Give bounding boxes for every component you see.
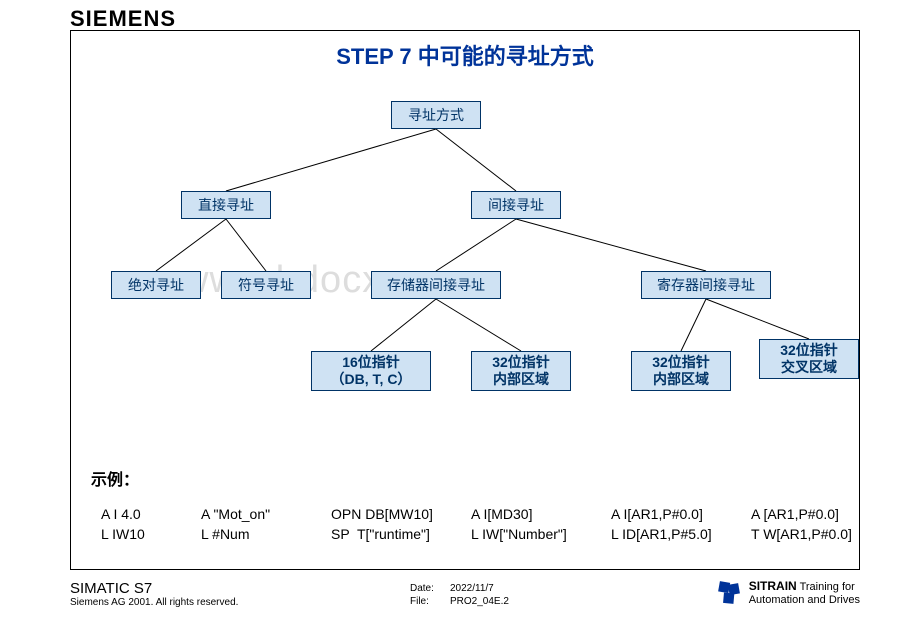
- footer-date-value: 2022/11/7: [450, 583, 494, 594]
- sitrain-logo-icon: [717, 580, 743, 606]
- example-cell: A [AR1,P#0.0]: [751, 506, 839, 522]
- node-p32c: 32位指针交叉区域: [759, 339, 859, 379]
- node-direct: 直接寻址: [181, 191, 271, 219]
- node-mem: 存储器间接寻址: [371, 271, 501, 299]
- brand-logo-text: SIEMENS: [70, 6, 176, 32]
- slide-title: STEP 7 中可能的寻址方式: [71, 39, 859, 71]
- footer-product: SIMATIC S7: [70, 580, 238, 597]
- node-abs: 绝对寻址: [111, 271, 201, 299]
- node-p32b: 32位指针内部区域: [631, 351, 731, 391]
- example-cell: L #Num: [201, 526, 250, 542]
- example-cell: L ID[AR1,P#5.0]: [611, 526, 712, 542]
- footer-file-value: PRO2_04E.2: [450, 596, 509, 607]
- node-indir: 间接寻址: [471, 191, 561, 219]
- example-cell: A "Mot_on": [201, 506, 270, 522]
- slide-footer: SIMATIC S7 Siemens AG 2001. All rights r…: [70, 580, 860, 630]
- examples-label: 示例：: [91, 466, 139, 490]
- example-cell: A I[MD30]: [471, 506, 532, 522]
- example-cell: SP T["runtime"]: [331, 526, 430, 542]
- footer-file-label: File:: [410, 595, 450, 608]
- node-sym: 符号寻址: [221, 271, 311, 299]
- sitrain-bold: SITRAIN: [749, 579, 797, 593]
- node-reg: 寄存器间接寻址: [641, 271, 771, 299]
- example-cell: L IW["Number"]: [471, 526, 567, 542]
- node-p16: 16位指针（DB, T, C）: [311, 351, 431, 391]
- footer-left: SIMATIC S7 Siemens AG 2001. All rights r…: [70, 580, 238, 608]
- example-cell: A I 4.0: [101, 506, 141, 522]
- footer-right: SITRAIN Training for Automation and Driv…: [717, 580, 860, 606]
- example-cell: T W[AR1,P#0.0]: [751, 526, 852, 542]
- node-root: 寻址方式: [391, 101, 481, 129]
- footer-meta: Date:2022/11/7 File:PRO2_04E.2: [410, 582, 509, 608]
- footer-copyright: Siemens AG 2001. All rights reserved.: [70, 597, 238, 608]
- example-cell: A I[AR1,P#0.0]: [611, 506, 703, 522]
- slide-frame: STEP 7 中可能的寻址方式 www.bdocx.com 寻址方式直接寻址间接…: [70, 30, 860, 570]
- example-cell: L IW10: [101, 526, 145, 542]
- sitrain-rest2: Automation and Drives: [749, 594, 860, 606]
- sitrain-rest1: Training for: [797, 581, 855, 593]
- example-cell: OPN DB[MW10]: [331, 506, 433, 522]
- node-p32a: 32位指针内部区域: [471, 351, 571, 391]
- footer-date-label: Date:: [410, 582, 450, 595]
- sitrain-text: SITRAIN Training for Automation and Driv…: [749, 580, 860, 605]
